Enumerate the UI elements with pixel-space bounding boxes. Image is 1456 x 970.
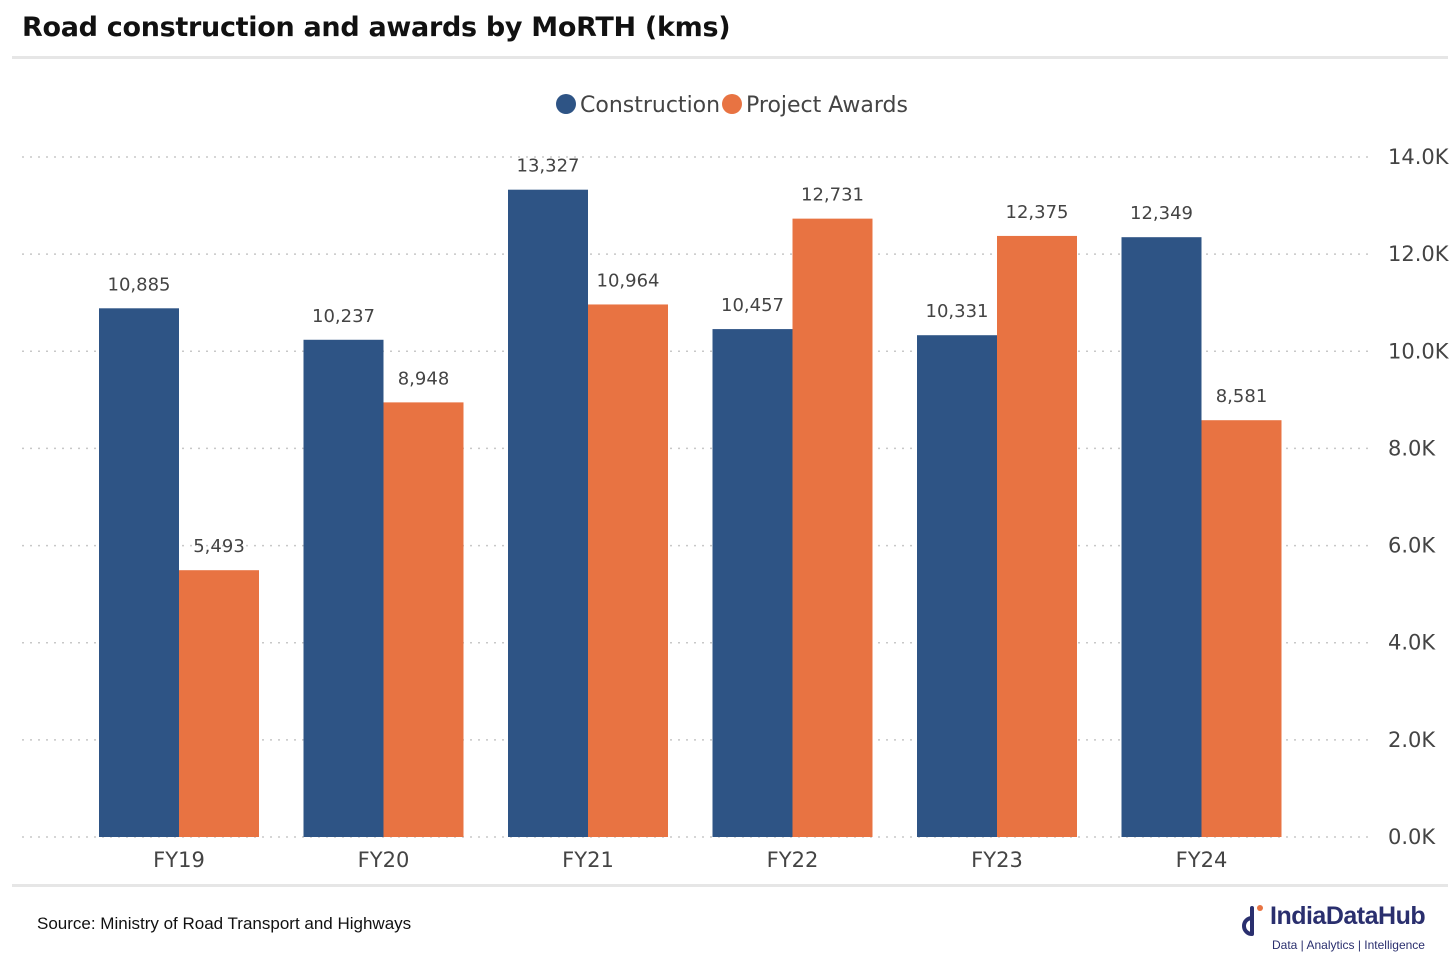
- data-label: 12,349: [1130, 203, 1193, 224]
- y-tick-label: 14.0K: [1388, 145, 1450, 169]
- bar-construction: [1121, 237, 1202, 838]
- title-divider: [12, 56, 1448, 59]
- source-note: Source: Ministry of Road Transport and H…: [37, 914, 412, 933]
- data-label: 10,885: [108, 274, 171, 295]
- x-tick-label: FY19: [153, 848, 205, 872]
- x-tick-label: FY21: [562, 848, 614, 872]
- brand-tagline: Data | Analytics | Intelligence: [1272, 938, 1425, 952]
- data-label: 12,375: [1006, 202, 1069, 223]
- y-tick-label: 6.0K: [1388, 534, 1436, 558]
- bar-chart: 0.0K 2.0K 4.0K 6.0K 8.0K 10.0K 12.0K 14.0K 10,88…: [22, 93, 1450, 872]
- legend-marker: [722, 94, 742, 114]
- x-tick-label: FY20: [358, 848, 410, 872]
- bar-project-awards: [1201, 420, 1282, 837]
- legend-marker: [556, 94, 576, 114]
- y-tick-label: 2.0K: [1388, 728, 1436, 752]
- bar-construction: [917, 335, 997, 837]
- bar-project-awards: [997, 235, 1077, 837]
- legend-label: Construction: [580, 93, 720, 118]
- y-tick-label: 0.0K: [1388, 825, 1436, 849]
- y-tick-label: 4.0K: [1388, 631, 1436, 655]
- data-label: 10,457: [721, 295, 784, 316]
- footer-divider: [12, 884, 1448, 887]
- data-label: 12,731: [801, 185, 864, 206]
- bar-construction: [99, 308, 179, 837]
- bar-construction: [508, 189, 588, 837]
- brand-name: IndiaDataHub: [1270, 902, 1426, 930]
- chart-title: Road construction and awards by MoRTH (k…: [22, 12, 731, 43]
- data-label: 10,964: [597, 270, 660, 291]
- legend-label: Project Awards: [746, 93, 908, 118]
- data-label: 8,948: [398, 368, 450, 389]
- bar-project-awards: [588, 304, 668, 837]
- x-tick-label: FY22: [767, 848, 819, 872]
- bar-project-awards: [792, 218, 873, 837]
- data-label: 10,331: [926, 301, 989, 322]
- y-tick-label: 10.0K: [1388, 339, 1450, 363]
- data-label: 8,581: [1216, 386, 1268, 407]
- brand-logo-icon: [1242, 905, 1263, 936]
- x-tick-label: FY24: [1176, 848, 1228, 872]
- bar-construction: [303, 339, 384, 837]
- bar-project-awards: [179, 570, 259, 837]
- data-label: 13,327: [517, 156, 580, 177]
- y-tick-label: 8.0K: [1388, 436, 1436, 460]
- bar-construction: [712, 329, 793, 837]
- y-tick-label: 12.0K: [1388, 242, 1450, 266]
- data-label: 10,237: [312, 306, 375, 327]
- brand-logo: IndiaDataHub Data | Analytics | Intellig…: [1238, 902, 1448, 958]
- bar-project-awards: [383, 402, 464, 837]
- data-label: 5,493: [193, 536, 245, 557]
- x-tick-label: FY23: [971, 848, 1023, 872]
